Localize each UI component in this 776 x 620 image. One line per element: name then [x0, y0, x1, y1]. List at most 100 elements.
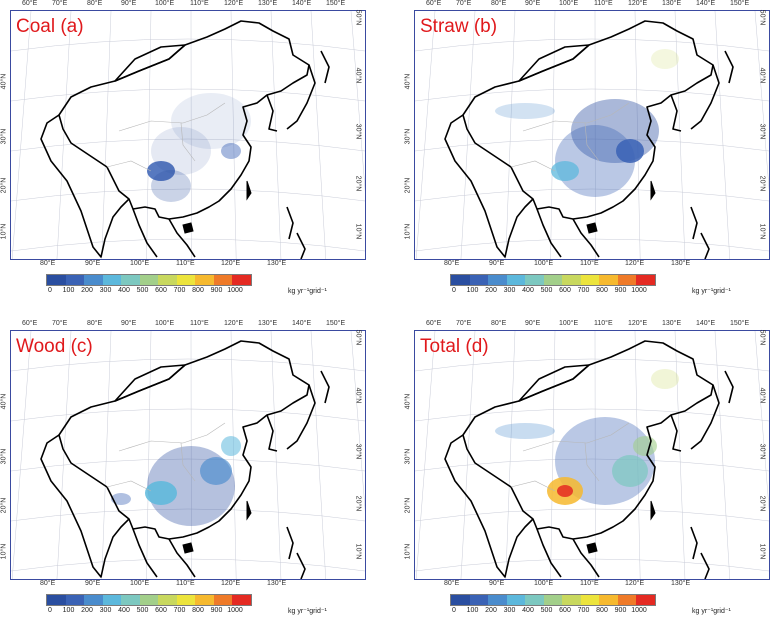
colorbar-tick-label: 600 — [155, 287, 167, 294]
colorbar-tick-label: 900 — [614, 607, 627, 614]
panel-coal: 60°E 70°E 80°E 90°E 100°E 110°E 120°E 130°E 140°… — [0, 0, 366, 300]
bottom-longitude-label: 120°E — [221, 260, 241, 267]
colorbar-segment — [213, 595, 232, 605]
bottom-longitude-label: 110°E — [176, 260, 195, 267]
panel-title: Wood (c) — [16, 336, 93, 357]
graticule-longitude-line — [754, 331, 769, 512]
graticule-longitude-line — [56, 331, 72, 579]
colorbar-tick-label: 900 — [210, 607, 223, 614]
hainan-island — [182, 222, 194, 234]
graticule-longitude-line — [56, 11, 72, 259]
colorbar-segment — [121, 595, 140, 605]
colorbar-segment — [617, 275, 636, 285]
colorbar-segment — [451, 595, 470, 605]
bottom-longitude-label: 120°E — [625, 260, 645, 267]
right-latitude-label: 30°N — [354, 123, 362, 140]
colorbar-tick-label: 800 — [192, 607, 204, 614]
philippines-coastline — [690, 206, 710, 259]
top-longitude-label: 130°E — [662, 0, 682, 7]
emission-area — [221, 143, 241, 159]
bottom-longitude-label: 100°E — [534, 260, 554, 267]
hainan-island — [182, 542, 194, 554]
colorbar-tick-label: 700 — [173, 607, 186, 614]
left-latitude-label: 40°N — [404, 73, 412, 90]
indochina-coastline — [536, 528, 600, 578]
colorbar — [46, 594, 252, 606]
colorbar-segment — [65, 275, 84, 285]
right-latitude-label: 20°N — [758, 495, 766, 512]
graticule-longitude-line — [634, 331, 641, 579]
emission-area — [633, 436, 657, 456]
bottom-longitude-label: 130°E — [671, 260, 691, 267]
right-latitude-label: 30°N — [758, 443, 766, 460]
top-longitude-label: 100°E — [155, 320, 175, 327]
bottom-longitude-label: 80°E — [40, 580, 56, 587]
taiwan-island — [650, 180, 656, 201]
top-longitude-label: 140°E — [696, 0, 716, 7]
top-longitude-label: 110°E — [594, 0, 613, 7]
top-longitude-label: 130°E — [662, 320, 682, 327]
colorbar-tick-label: 400 — [118, 287, 130, 294]
top-longitude-label: 80°E — [491, 320, 507, 327]
colorbar-tick-label: 0 — [452, 607, 456, 614]
colorbar-segment — [158, 275, 177, 285]
top-longitude-label: 90°E — [525, 320, 541, 327]
graticule-latitude-line — [11, 508, 365, 522]
emission-area — [147, 161, 175, 181]
bottom-longitude-label: 130°E — [267, 580, 287, 587]
colorbar-tick-label: 100 — [466, 607, 479, 614]
colorbar-tick-label: 400 — [522, 287, 534, 294]
colorbar-segment — [469, 275, 488, 285]
colorbar-tick-label: 900 — [614, 287, 627, 294]
top-longitude-label: 120°E — [628, 0, 648, 7]
left-latitude-label: 30°N — [404, 448, 412, 465]
top-longitude-label: 150°E — [326, 320, 346, 327]
left-latitude-label: 20°N — [404, 177, 412, 194]
colorbar-segment — [102, 275, 121, 285]
colorbar-tick-label: 0 — [48, 287, 52, 294]
graticule-latitude-line — [11, 138, 365, 152]
graticule-longitude-line — [11, 331, 32, 579]
emission-area — [171, 93, 251, 149]
colorbar-segment — [525, 275, 544, 285]
colorbar-tick-label: 100 — [466, 287, 479, 294]
right-latitude-label: 50°N — [354, 9, 362, 26]
right-latitude-label: 20°N — [354, 495, 362, 512]
colorbar-tick-label: 1000 — [631, 607, 647, 614]
graticule-latitude-line — [415, 38, 769, 52]
left-latitude-label: 10°N — [0, 223, 8, 240]
top-longitude-label: 90°E — [525, 0, 541, 7]
colorbar-segment — [636, 595, 655, 605]
emission-area — [145, 481, 177, 505]
bottom-longitude-label: 80°E — [40, 260, 56, 267]
bottom-longitude-label: 110°E — [580, 260, 599, 267]
emission-area — [557, 485, 573, 497]
graticule-latitude-line — [11, 358, 365, 372]
philippines-coastline — [690, 526, 710, 579]
emission-area — [495, 423, 555, 439]
right-latitude-label: 40°N — [354, 67, 362, 84]
graticule-longitude-line — [674, 11, 686, 259]
top-longitude-label: 60°E — [22, 320, 38, 327]
top-longitude-label: 120°E — [628, 320, 648, 327]
colorbar-segment — [232, 275, 251, 285]
south-asia-coastline — [444, 434, 534, 578]
colorbar-segment — [488, 275, 507, 285]
colorbar-tick-label: 300 — [99, 287, 112, 294]
colorbar — [46, 274, 252, 286]
top-longitude-label: 60°E — [426, 320, 442, 327]
panel-wood: 60°E 70°E 80°E 90°E 100°E 110°E 120°E 130°E 140°… — [0, 320, 366, 620]
colorbar-tick-label: 600 — [559, 607, 571, 614]
graticule-longitude-line — [350, 11, 365, 192]
colorbar-segment — [84, 275, 103, 285]
mongolia-border — [114, 44, 186, 82]
top-longitude-label: 140°E — [292, 0, 312, 7]
right-latitude-label: 40°N — [758, 67, 766, 84]
top-longitude-label: 90°E — [121, 0, 137, 7]
colorbar-segment — [506, 595, 525, 605]
graticule-latitude-line — [11, 408, 365, 422]
graticule-longitude-line — [505, 331, 516, 579]
province-border — [510, 102, 630, 172]
china-border — [58, 340, 310, 540]
left-latitude-label: 40°N — [404, 393, 412, 410]
